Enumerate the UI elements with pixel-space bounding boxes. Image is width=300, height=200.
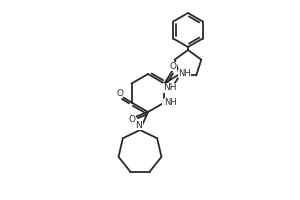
Text: NH: NH bbox=[163, 84, 177, 92]
Text: O: O bbox=[116, 89, 123, 98]
Text: NH: NH bbox=[164, 98, 177, 107]
Text: O: O bbox=[128, 116, 136, 124]
Text: NH: NH bbox=[178, 69, 191, 78]
Text: NH: NH bbox=[162, 99, 175, 108]
Text: N: N bbox=[136, 120, 142, 130]
Text: O: O bbox=[170, 62, 177, 71]
